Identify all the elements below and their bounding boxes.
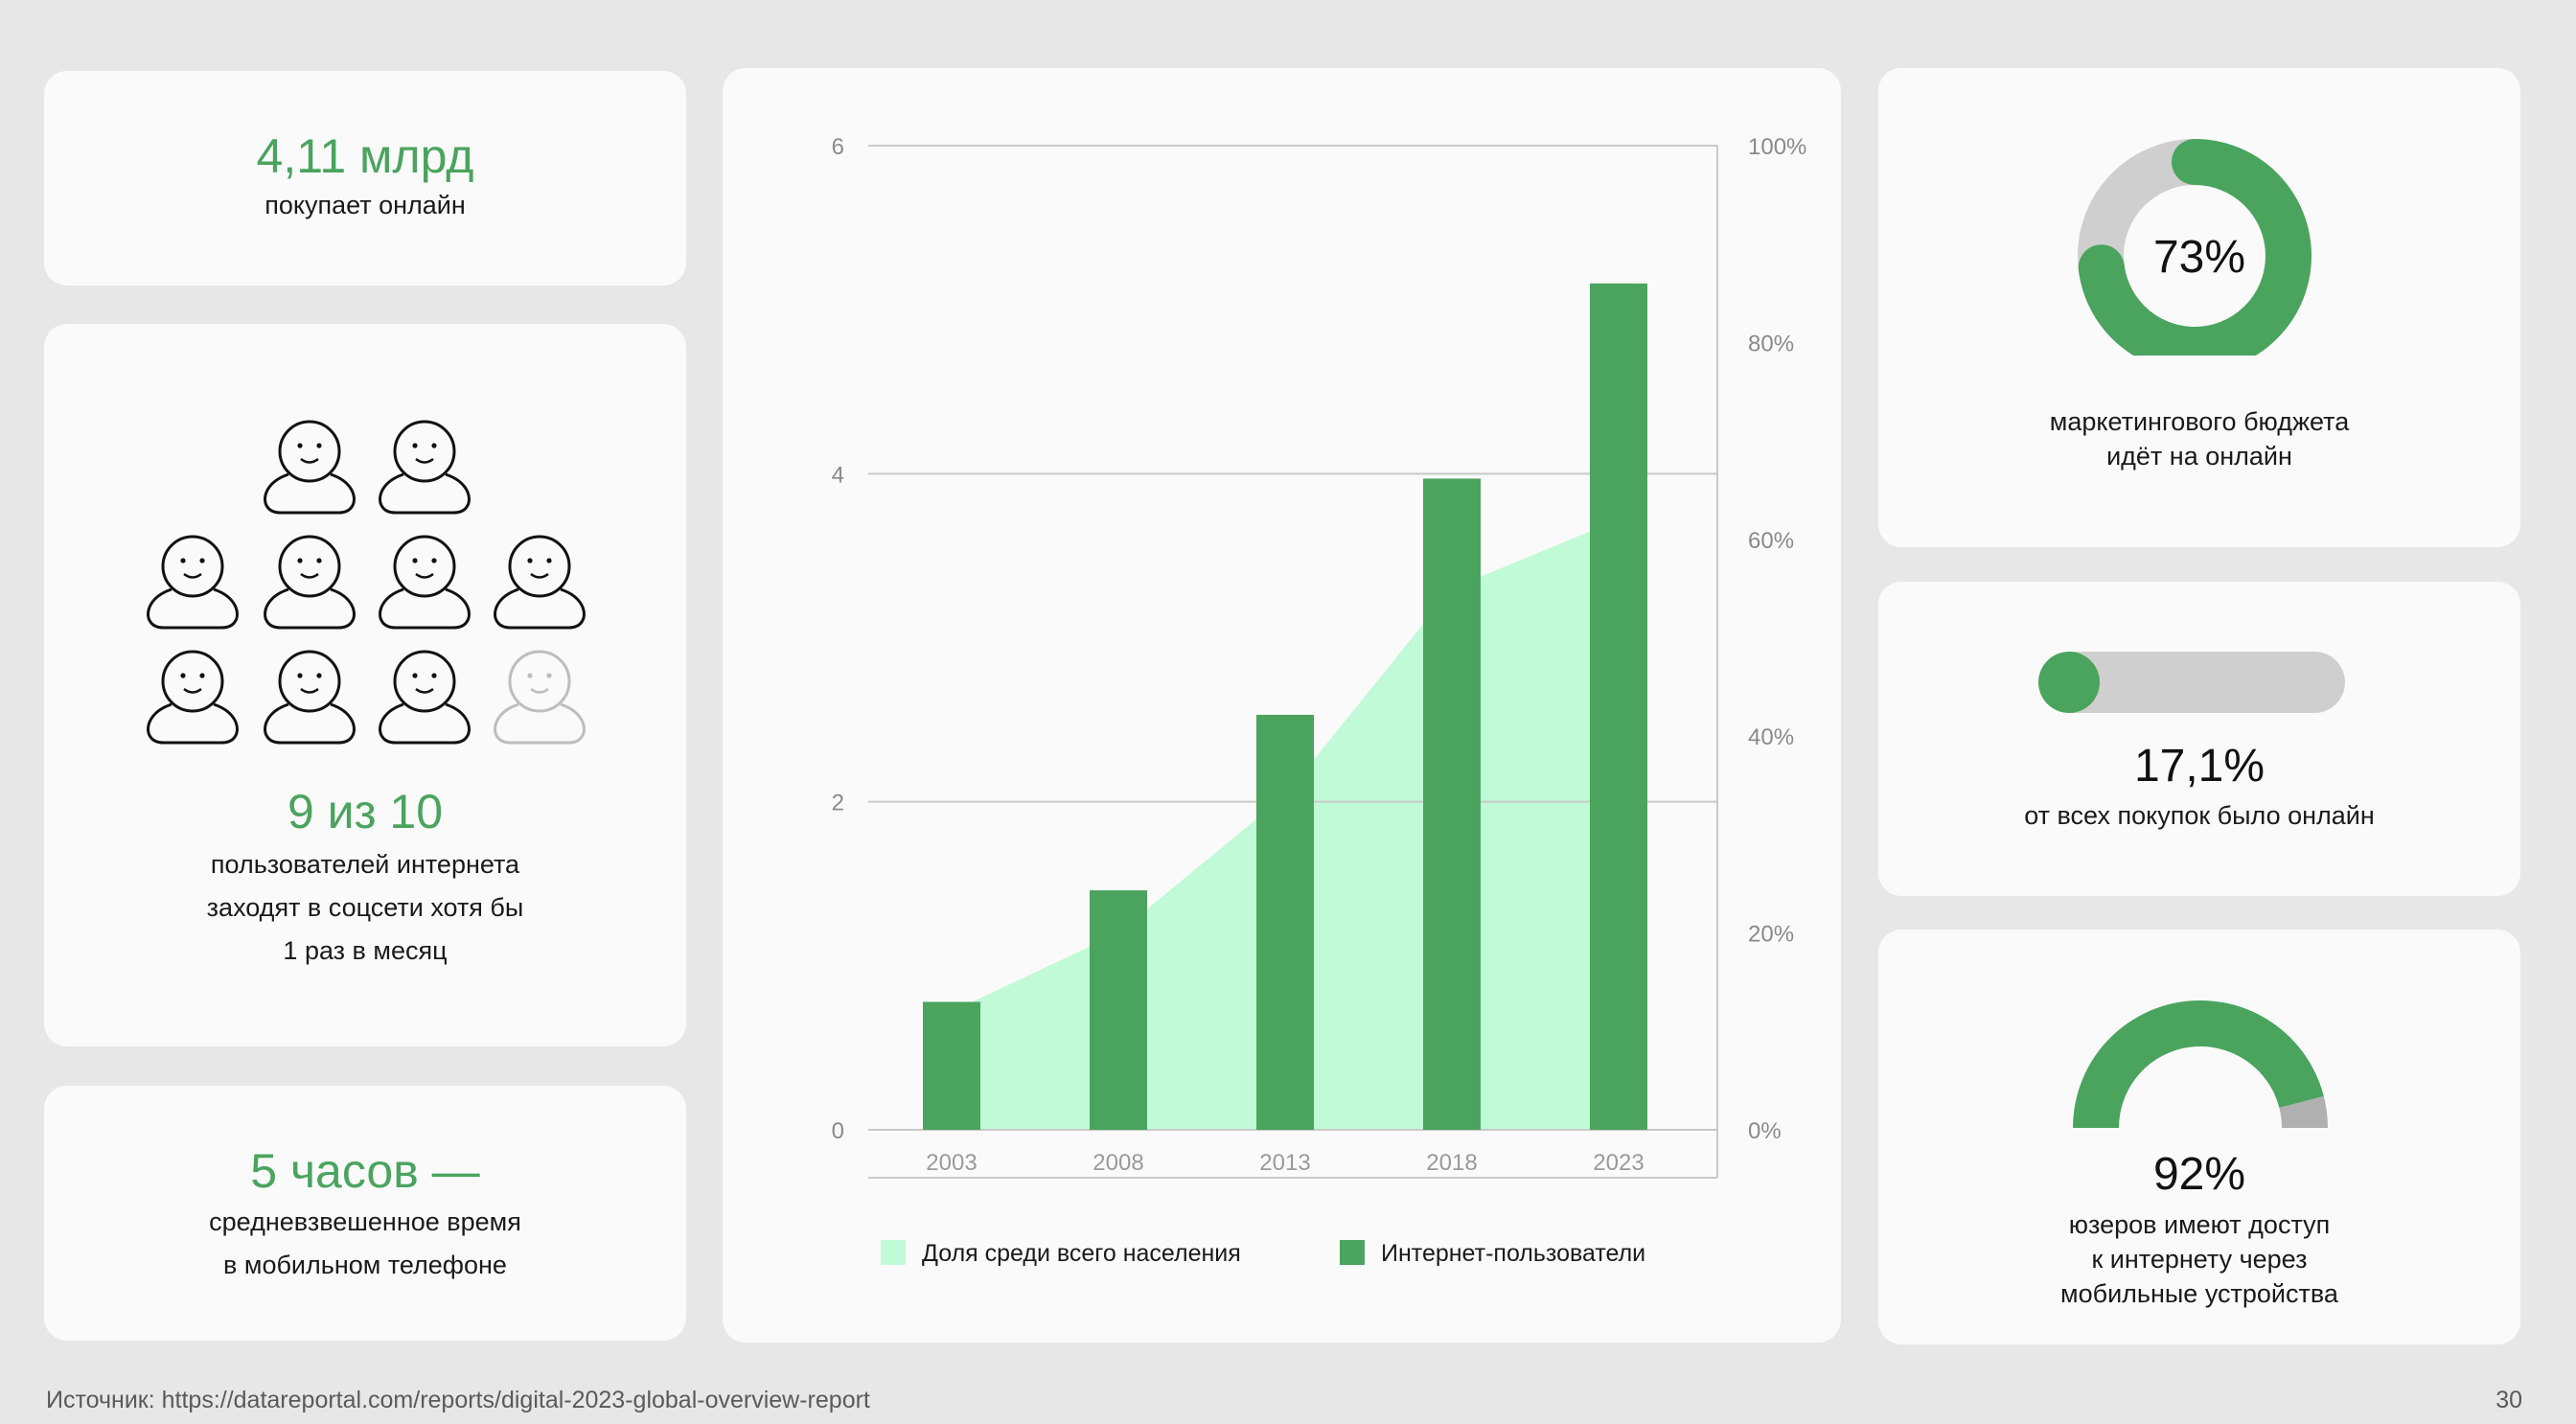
- legend-swatch-internet-users: [1340, 1240, 1365, 1265]
- people-grid: [147, 420, 586, 745]
- bar-internet-users-2023: [1590, 283, 1647, 1130]
- y-right-tick-label: 0%: [1748, 1118, 1782, 1144]
- social-label-line-2: заходят в соцсети хотя бы: [206, 893, 524, 922]
- y-right-tick-label: 20%: [1748, 922, 1794, 948]
- social-value: 9 из 10: [287, 785, 444, 838]
- chart-card: 0 2 4 6 0% 20% 40% 60% 80% 100% 2003 2008 2013 2018 20…: [723, 68, 1841, 1343]
- x-tick-label: 2003: [926, 1150, 977, 1176]
- mobile-time-value: 5 часов —: [250, 1144, 480, 1198]
- y-right-tick-label: 60%: [1748, 528, 1794, 554]
- gauge-value-arc: [2073, 1000, 2324, 1129]
- mobile-access-gauge: [2073, 1000, 2328, 1129]
- online-buyers-label: покупает онлайн: [264, 191, 466, 219]
- mobile-access-label-line-1: юзеров имеют доступ: [2068, 1210, 2331, 1239]
- person-icon: [379, 650, 471, 745]
- person-icon: [147, 535, 239, 630]
- bar-internet-users-2003: [923, 1001, 980, 1130]
- mobile-access-value: 92%: [2152, 1149, 2246, 1200]
- page-number: 30: [2496, 1387, 2522, 1413]
- bar-internet-users-2013: [1256, 714, 1314, 1130]
- person-icon: [264, 420, 356, 515]
- mobile-access-label-line-3: мобильные устройства: [2060, 1279, 2338, 1308]
- person-icon: [494, 535, 586, 630]
- social-label-line-1: пользователей интернета: [210, 850, 520, 879]
- y-left-tick-label: 6: [832, 134, 844, 160]
- stat-card-mobile-access: 92% юзеров имеют доступ к интернету чере…: [1878, 930, 2520, 1344]
- mobile-access-label-line-2: к интернету через: [2091, 1245, 2308, 1274]
- y-right-tick-label: 80%: [1748, 331, 1794, 356]
- person-icon: [264, 535, 356, 630]
- purchases-progress-track: [2038, 652, 2345, 713]
- legend-swatch-population-share: [881, 1240, 906, 1265]
- person-icon: [264, 650, 356, 745]
- bar-internet-users-2018: [1423, 478, 1481, 1130]
- x-tick-label: 2018: [1426, 1150, 1477, 1176]
- y-right-tick-label: 100%: [1748, 134, 1806, 160]
- mobile-time-label-line-2: в мобильном телефоне: [223, 1251, 507, 1279]
- purchases-progress-fill: [2038, 652, 2100, 713]
- legend-label-population-share: Доля среди всего населения: [922, 1240, 1241, 1267]
- budget-donut: [2078, 139, 2312, 356]
- x-tick-label: 2013: [1259, 1150, 1310, 1176]
- y-left-tick-label: 2: [832, 791, 844, 816]
- y-right-tick-label: 40%: [1748, 724, 1794, 750]
- y-left-tick-label: 0: [832, 1118, 844, 1144]
- social-label-line-3: 1 раз в месяц: [283, 936, 448, 965]
- x-tick-label: 2023: [1593, 1150, 1644, 1176]
- gauge-remainder-arc: [2279, 1095, 2328, 1129]
- purchases-label: от всех покупок было онлайн: [2024, 801, 2375, 830]
- purchases-value: 17,1%: [2133, 741, 2266, 792]
- stat-card-budget: 73% маркетингового бюджета идёт на онлай…: [1878, 68, 2520, 547]
- stat-card-social: 9 из 10 пользователей интернета заходят …: [44, 324, 686, 1046]
- budget-value: 73%: [2152, 232, 2246, 283]
- bar-internet-users-2008: [1090, 890, 1147, 1130]
- stat-card-online-buyers: 4,11 млрд покупает онлайн: [44, 71, 686, 286]
- stat-card-purchases: 17,1% от всех покупок было онлайн: [1878, 582, 2520, 896]
- x-tick-label: 2008: [1092, 1150, 1143, 1176]
- source-footnote: Источник: https://datareportal.com/repor…: [46, 1387, 870, 1413]
- y-left-tick-label: 4: [832, 462, 844, 488]
- donut-value-arc: [2078, 139, 2312, 356]
- budget-label-line-2: идёт на онлайн: [2106, 442, 2292, 471]
- budget-label-line-1: маркетингового бюджета: [2049, 407, 2350, 436]
- person-icon: [379, 535, 471, 630]
- online-buyers-value: 4,11 млрд: [256, 129, 474, 183]
- person-icon-inactive: [494, 650, 586, 745]
- legend-label-internet-users: Интернет-пользователи: [1381, 1240, 1645, 1267]
- stat-card-mobile-time: 5 часов — средневзвешенное время в мобил…: [44, 1086, 686, 1341]
- mobile-time-label-line-1: средневзвешенное время: [209, 1207, 521, 1236]
- person-icon: [147, 650, 239, 745]
- person-icon: [379, 420, 471, 515]
